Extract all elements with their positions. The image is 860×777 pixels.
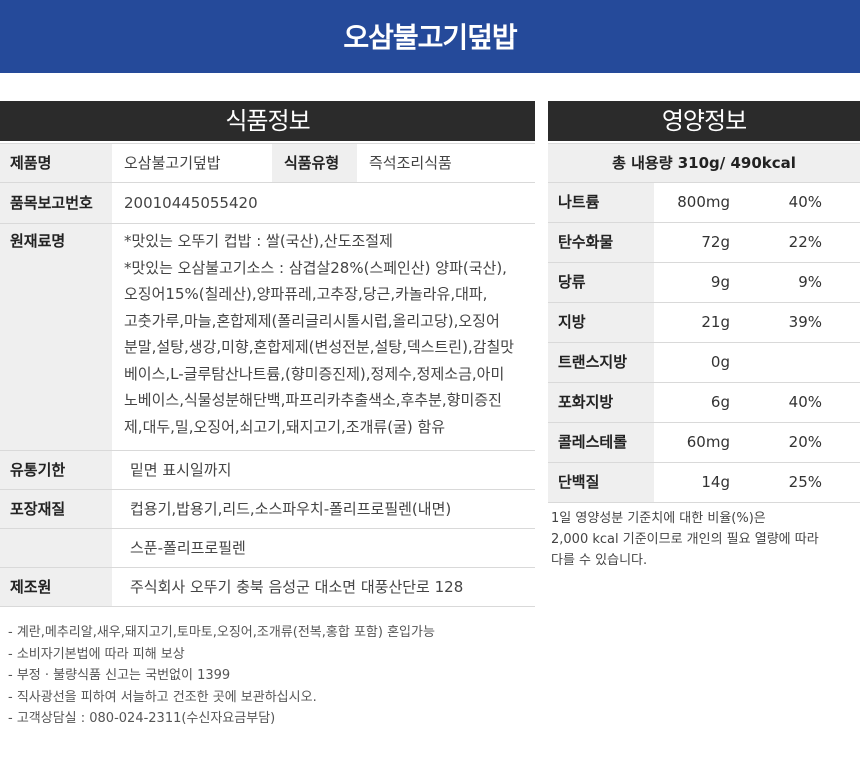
ingredients-value: *맛있는 오뚜기 컵밥 : 쌀(국산),산도조절제 *맛있는 오삼불고기소스 :… <box>112 223 535 451</box>
expiry-label: 유통기한 <box>0 450 112 490</box>
nutrient-percent: 9% <box>740 262 860 303</box>
expiry-value: 밑면 표시일까지 <box>112 450 535 490</box>
footer-note: - 소비자기본법에 따라 피해 보상 <box>8 646 185 662</box>
report-no-value: 20010445055420 <box>112 182 535 224</box>
table-row: 품목보고번호 20010445055420 <box>0 182 535 224</box>
table-row: 제품명 오삼불고기덮밥 식품유형 즉석조리식품 <box>0 143 535 183</box>
nutrient-name: 탄수화물 <box>548 222 654 263</box>
nutrition-heading: 영양정보 <box>548 101 860 141</box>
product-title: 오삼불고기덮밥 <box>343 21 517 54</box>
nutrient-percent: 40% <box>740 382 860 423</box>
nutrient-amount: 72g <box>654 222 740 263</box>
nutrient-name: 트랜스지방 <box>548 342 654 383</box>
product-name-label: 제품명 <box>0 143 112 183</box>
ingredient-line: 노베이스,식물성분해단백,파프리카추출색소,후추분,향미증진 <box>124 391 502 409</box>
nutrient-amount: 60mg <box>654 422 740 463</box>
table-row: 나트륨 800mg 40% <box>548 182 860 223</box>
table-row: 트랜스지방 0g <box>548 342 860 383</box>
packaging-label-empty <box>0 528 112 568</box>
nutrient-name: 나트륨 <box>548 182 654 223</box>
nutrient-amount: 21g <box>654 302 740 343</box>
table-row: 콜레스테롤 60mg 20% <box>548 422 860 463</box>
table-row: 탄수화물 72g 22% <box>548 222 860 263</box>
table-row: 지방 21g 39% <box>548 302 860 343</box>
table-row: 포화지방 6g 40% <box>548 382 860 423</box>
nutrient-percent <box>740 342 860 383</box>
ingredients-label: 원재료명 <box>0 223 112 451</box>
ingredient-line: *맛있는 오삼불고기소스 : 삼겹살28%(스페인산) 양파(국산), <box>124 258 507 277</box>
nutrient-name: 포화지방 <box>548 382 654 423</box>
nutrient-percent: 39% <box>740 302 860 343</box>
ingredient-line: 고춧가루,마늘,혼합제제(폴리글리시톨시럽,올리고당),오징어 <box>124 311 500 330</box>
product-name-value: 오삼불고기덮밥 <box>112 143 272 183</box>
footer-note: - 계란,메추리알,새우,돼지고기,토마토,오징어,조개류(전복,홍합 포함) … <box>8 625 435 640</box>
ingredient-line: 제,대두,밀,오징어,쇠고기,돼지고기,조개류(굴) 함유 <box>124 417 446 436</box>
note-line: 2,000 kcal 기준이므로 개인의 필요 열량에 따라 <box>551 532 819 547</box>
table-row: 스푼-폴리프로필렌 <box>0 528 535 568</box>
food-info-table: 제품명 오삼불고기덮밥 식품유형 즉석조리식품 품목보고번호 200104450… <box>0 143 535 607</box>
table-row: 단백질 14g 25% <box>548 462 860 503</box>
footer-notes: - 계란,메추리알,새우,돼지고기,토마토,오징어,조개류(전복,홍합 포함) … <box>8 622 435 730</box>
footer-note: - 직사광선을 피하여 서늘하고 건조한 곳에 보관하십시오. <box>8 689 317 705</box>
nutrient-amount: 6g <box>654 382 740 423</box>
nutrient-amount: 14g <box>654 462 740 503</box>
table-row: 총 내용량 310g/ 490kcal <box>548 143 860 183</box>
manufacturer-value: 주식회사 오뚜기 충북 음성군 대소면 대풍산단로 128 <box>112 567 535 607</box>
nutrition-note: 1일 영양성분 기준치에 대한 비율(%)은 2,000 kcal 기준이므로 … <box>551 508 819 571</box>
nutrient-amount: 0g <box>654 342 740 383</box>
footer-note: - 고객상담실 : 080-024-2311(수신자요금부담) <box>8 711 276 726</box>
packaging-value-2: 스푼-폴리프로필렌 <box>112 528 535 568</box>
food-type-label: 식품유형 <box>272 143 357 183</box>
nutrient-percent: 20% <box>740 422 860 463</box>
packaging-label: 포장재질 <box>0 489 112 529</box>
table-row: 제조원 주식회사 오뚜기 충북 음성군 대소면 대풍산단로 128 <box>0 567 535 607</box>
table-row: 원재료명 *맛있는 오뚜기 컵밥 : 쌀(국산),산도조절제 *맛있는 오삼불고… <box>0 223 535 451</box>
nutrient-name: 당류 <box>548 262 654 303</box>
report-no-label: 품목보고번호 <box>0 182 112 224</box>
nutrition-table: 총 내용량 310g/ 490kcal 나트륨 800mg 40% 탄수화물 7… <box>548 143 860 503</box>
table-row: 포장재질 컵용기,밥용기,리드,소스파우치-폴리프로필렌(내면) <box>0 489 535 529</box>
nutrient-percent: 40% <box>740 182 860 223</box>
nutrient-percent: 22% <box>740 222 860 263</box>
note-line: 다를 수 있습니다. <box>551 553 648 568</box>
footer-note: - 부정 · 불량식품 신고는 국번없이 1399 <box>8 668 231 683</box>
nutrient-name: 콜레스테롤 <box>548 422 654 463</box>
title-banner: 오삼불고기덮밥 <box>0 0 860 73</box>
ingredient-line: 분말,설탕,생강,미향,혼합제제(변성전분,설탕,덱스트린),감칠맛 <box>124 338 515 356</box>
nutrient-amount: 800mg <box>654 182 740 223</box>
table-row: 유통기한 밑면 표시일까지 <box>0 450 535 490</box>
ingredient-line: *맛있는 오뚜기 컵밥 : 쌀(국산),산도조절제 <box>124 232 393 250</box>
nutrient-percent: 25% <box>740 462 860 503</box>
manufacturer-label: 제조원 <box>0 567 112 607</box>
note-line: 1일 영양성분 기준치에 대한 비율(%)은 <box>551 511 766 526</box>
nutrient-amount: 9g <box>654 262 740 303</box>
food-info-heading: 식품정보 <box>0 101 535 141</box>
food-type-value: 즉석조리식품 <box>357 143 535 183</box>
ingredient-line: 오징어15%(칠레산),양파퓨레,고추장,당근,카놀라유,대파, <box>124 285 488 303</box>
nutrient-name: 단백질 <box>548 462 654 503</box>
nutrition-total: 총 내용량 310g/ 490kcal <box>548 143 860 183</box>
table-row: 당류 9g 9% <box>548 262 860 303</box>
packaging-value-1: 컵용기,밥용기,리드,소스파우치-폴리프로필렌(내면) <box>112 489 535 529</box>
nutrient-name: 지방 <box>548 302 654 343</box>
ingredient-line: 베이스,L-글루탐산나트륨,(향미증진제),정제수,정제소금,아미 <box>124 364 505 383</box>
